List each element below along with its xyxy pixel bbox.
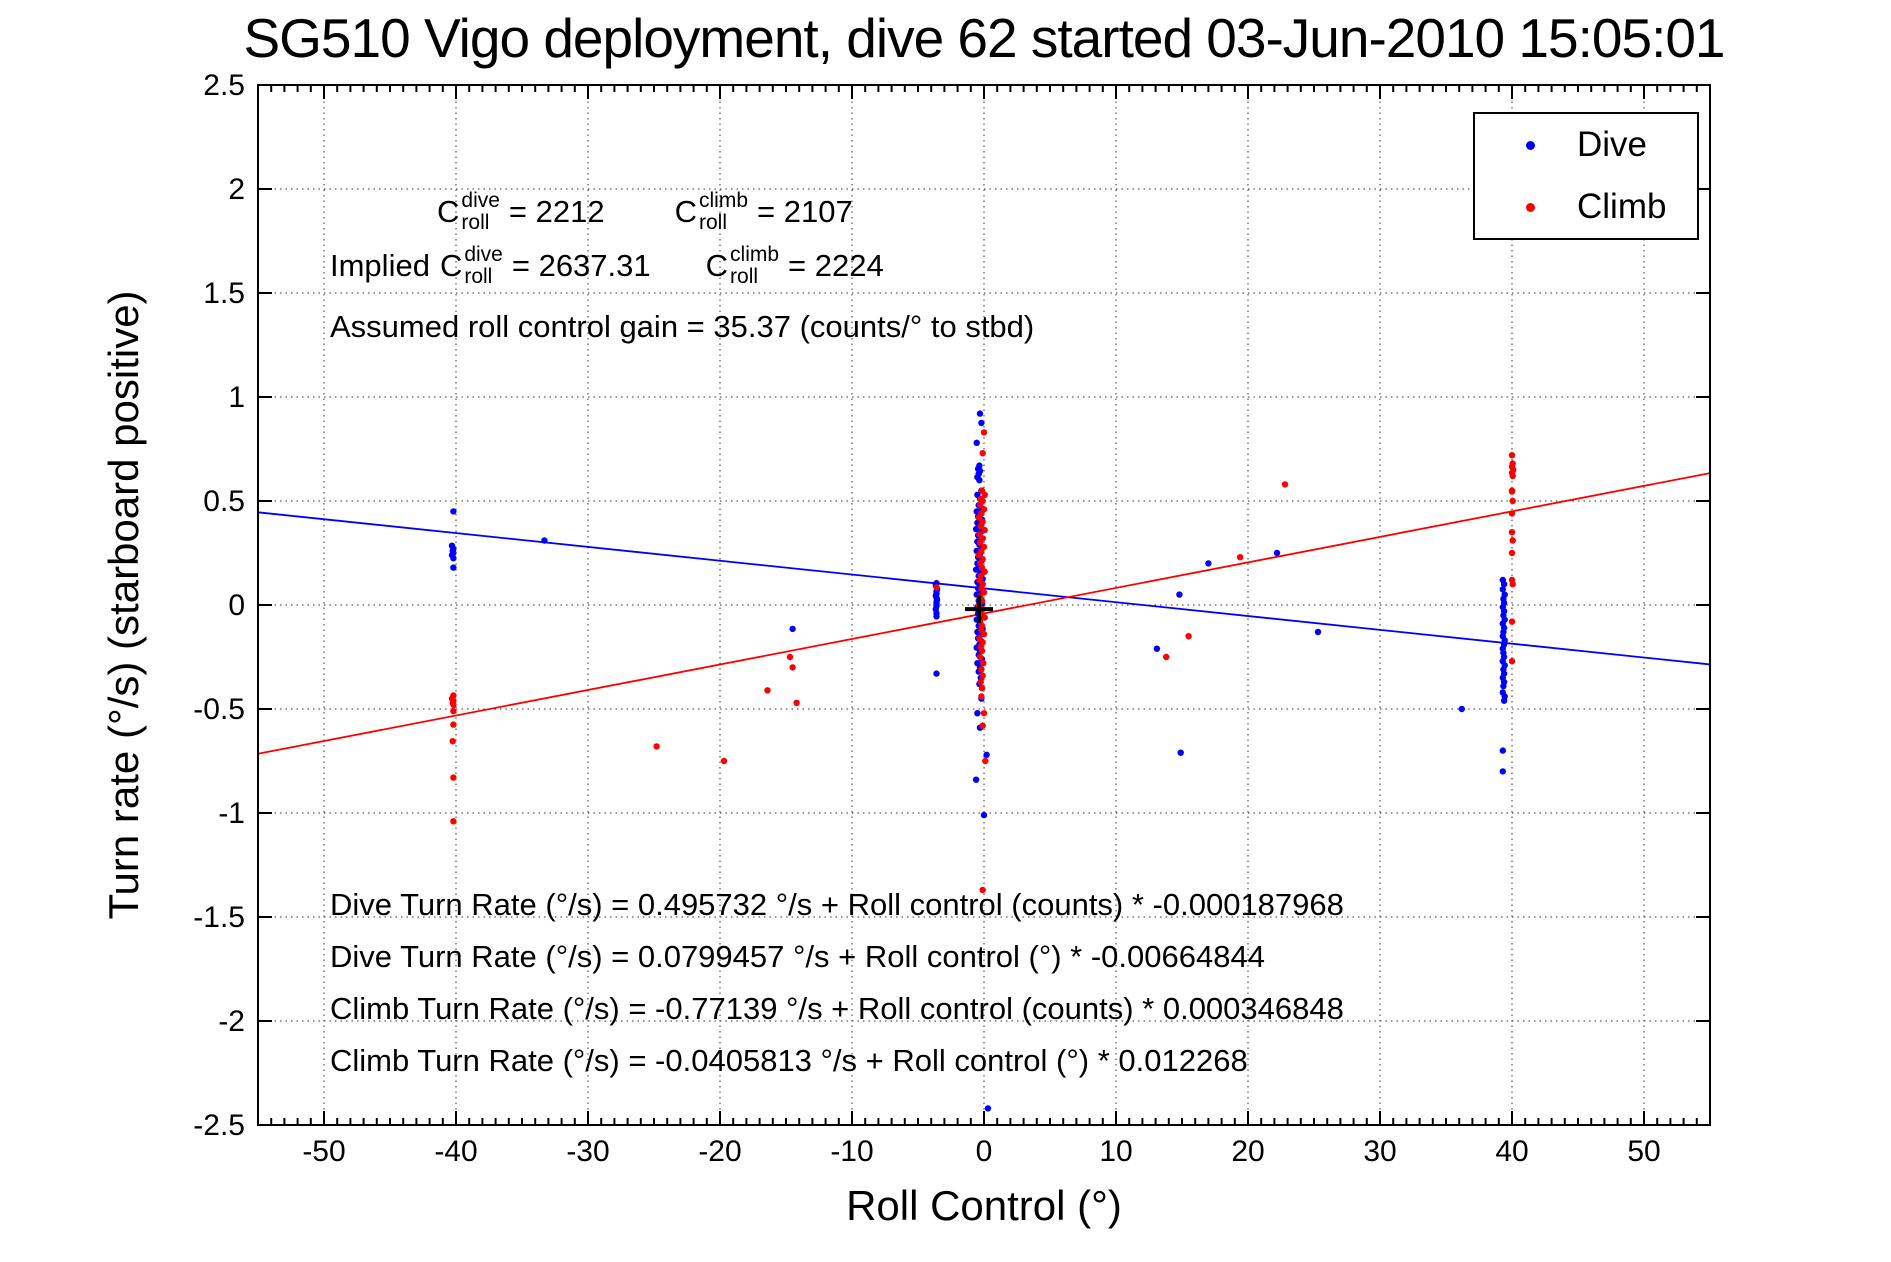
climb-points-group xyxy=(448,429,1517,894)
croll-climb-constant: C climb roll = 2107 xyxy=(674,188,853,234)
svg-text:10: 10 xyxy=(1099,1135,1132,1168)
implied-croll-dive: C dive roll = 2637.31 xyxy=(439,242,651,288)
croll-value: = 2212 xyxy=(508,194,605,229)
croll-sup: climb xyxy=(730,242,780,266)
svg-text:-2.5: -2.5 xyxy=(193,1109,245,1142)
croll-dive-constant: C dive roll = 2212 xyxy=(437,188,605,234)
svg-text:-30: -30 xyxy=(566,1135,609,1168)
croll-value: = 2107 xyxy=(757,194,853,229)
legend: Dive Climb xyxy=(1473,112,1699,240)
svg-text:30: 30 xyxy=(1363,1135,1396,1168)
dive-marker-icon xyxy=(1526,140,1535,150)
svg-text:0: 0 xyxy=(976,1135,993,1168)
svg-text:2.5: 2.5 xyxy=(203,69,245,102)
svg-text:-50: -50 xyxy=(302,1135,345,1168)
y-axis-label: Turn rate (°/s) (starboard positive) xyxy=(100,290,147,920)
svg-text:0.5: 0.5 xyxy=(203,485,245,518)
svg-text:1: 1 xyxy=(228,381,245,414)
equation-dive-counts: Dive Turn Rate (°/s) = 0.495732 °/s + Ro… xyxy=(330,887,1344,922)
legend-entry-climb: Climb xyxy=(1475,176,1697,238)
svg-text:1.5: 1.5 xyxy=(203,277,245,310)
implied-prefix: Implied xyxy=(330,248,430,283)
croll-sub: roll xyxy=(464,265,493,288)
climb-fit-line xyxy=(257,472,1711,755)
croll-sup: climb xyxy=(699,188,749,212)
legend-label-dive: Dive xyxy=(1577,125,1648,164)
equation-climb-counts: Climb Turn Rate (°/s) = -0.77139 °/s + R… xyxy=(330,991,1344,1026)
implied-croll-climb: C climb roll = 2224 xyxy=(705,242,884,288)
croll-sup: dive xyxy=(464,242,503,266)
croll-sub: roll xyxy=(699,211,728,234)
croll-base: C xyxy=(437,194,460,229)
svg-text:-1.5: -1.5 xyxy=(193,901,245,934)
legend-label-climb: Climb xyxy=(1577,187,1667,226)
y-tick-labels: 2.5 2 1.5 1 0.5 0 -0.5 -1 -1.5 -2 -2.5 xyxy=(193,69,245,1142)
svg-text:-40: -40 xyxy=(434,1135,477,1168)
croll-supsub: climb roll xyxy=(699,188,749,234)
croll-sub: roll xyxy=(461,211,490,234)
equation-dive-degrees: Dive Turn Rate (°/s) = 0.0799457 °/s + R… xyxy=(330,939,1265,974)
svg-text:50: 50 xyxy=(1627,1135,1660,1168)
annotation-implied-croll: Implied C dive roll = 2637.31 C climb ro… xyxy=(330,242,884,288)
chart-title: SG510 Vigo deployment, dive 62 started 0… xyxy=(243,7,1725,69)
croll-supsub: climb roll xyxy=(730,242,780,288)
svg-text:20: 20 xyxy=(1231,1135,1264,1168)
croll-supsub: dive roll xyxy=(461,188,500,234)
croll-base: C xyxy=(439,248,463,283)
svg-text:-0.5: -0.5 xyxy=(193,693,245,726)
svg-text:-2: -2 xyxy=(218,1005,245,1038)
legend-entry-dive: Dive xyxy=(1475,114,1697,176)
croll-value: = 2224 xyxy=(788,248,884,283)
croll-supsub: dive roll xyxy=(464,242,503,288)
svg-text:-1: -1 xyxy=(218,797,245,830)
annotation-croll-constants: C dive roll = 2212 C climb roll = 2107 xyxy=(437,188,853,234)
croll-value: = 2637.31 xyxy=(511,248,651,283)
croll-base: C xyxy=(674,194,697,229)
svg-text:40: 40 xyxy=(1495,1135,1528,1168)
equation-climb-degrees: Climb Turn Rate (°/s) = -0.0405813 °/s +… xyxy=(330,1043,1248,1078)
annotation-roll-gain: Assumed roll control gain = 35.37 (count… xyxy=(330,309,1035,344)
svg-text:-20: -20 xyxy=(698,1135,741,1168)
croll-sup: dive xyxy=(461,188,500,212)
climb-marker-icon xyxy=(1526,202,1535,212)
svg-text:0: 0 xyxy=(228,589,245,622)
croll-base: C xyxy=(705,248,729,283)
axis-ticks xyxy=(257,84,1711,1126)
x-axis-label: Roll Control (°) xyxy=(846,1182,1122,1229)
svg-text:-10: -10 xyxy=(830,1135,873,1168)
x-tick-labels: -50 -40 -30 -20 -10 0 10 20 30 40 50 xyxy=(302,1135,1660,1168)
croll-sub: roll xyxy=(730,265,759,288)
svg-text:2: 2 xyxy=(228,173,245,206)
origin-cross-marker xyxy=(964,595,993,624)
